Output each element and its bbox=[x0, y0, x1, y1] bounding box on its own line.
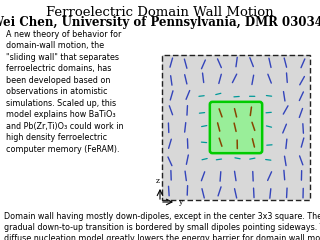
Bar bbox=[162, 55, 310, 200]
Text: Ferroelectric Domain Wall Motion: Ferroelectric Domain Wall Motion bbox=[46, 6, 274, 19]
Text: Domain wall having mostly down-dipoles, except in the center 3x3 square. The
gra: Domain wall having mostly down-dipoles, … bbox=[4, 212, 320, 240]
Bar bbox=[162, 55, 310, 200]
FancyBboxPatch shape bbox=[210, 102, 262, 153]
Text: z: z bbox=[156, 177, 160, 185]
Text: I-Wei Chen, University of Pennsylvania, DMR 0303458: I-Wei Chen, University of Pennsylvania, … bbox=[0, 16, 320, 29]
Text: A new theory of behavior for
domain-wall motion, the
"sliding wall" that separat: A new theory of behavior for domain-wall… bbox=[6, 30, 124, 154]
Text: y: y bbox=[178, 198, 182, 206]
